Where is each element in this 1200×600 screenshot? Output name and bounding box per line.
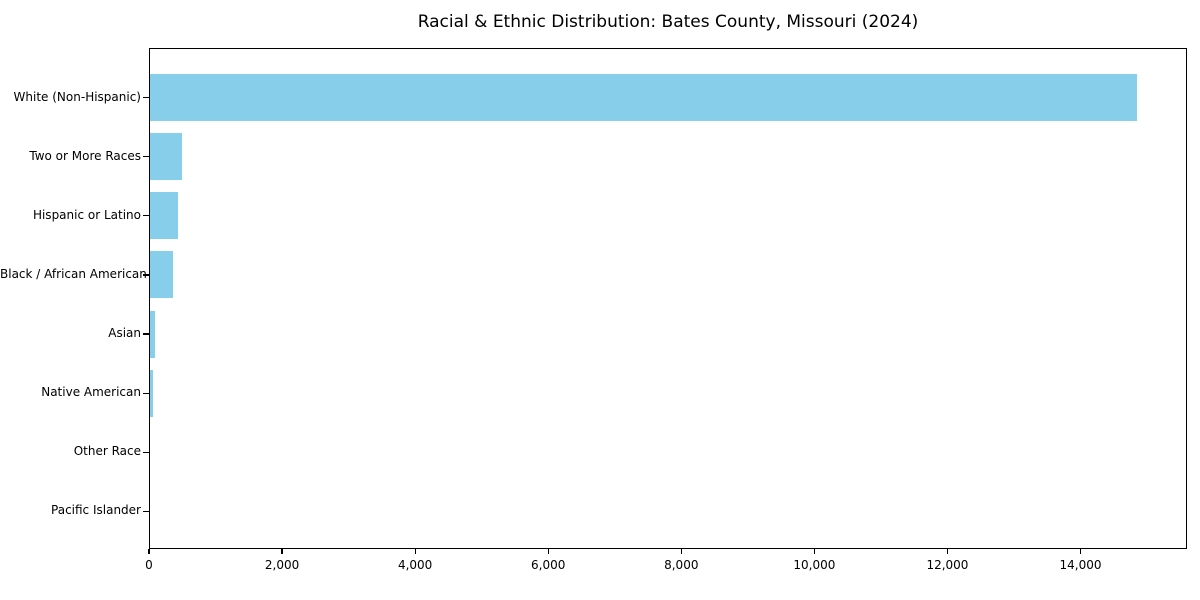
y-tick-mark [143,333,149,335]
plot-area [149,48,1187,549]
y-tick-label: Two or More Races [29,148,141,163]
x-tick-label: 12,000 [926,558,969,572]
bar-black-african-american [150,251,174,299]
x-tick-mark [414,549,416,554]
y-tick-label: Pacific Islander [51,503,141,518]
x-tick-label: 4,000 [397,558,433,572]
y-tick-mark [143,510,149,513]
x-tick-mark [813,549,815,554]
x-tick-mark [1079,549,1082,554]
bar-native-american [150,369,154,417]
x-tick-mark [547,549,549,554]
y-tick-mark [143,156,149,158]
x-tick-label: 8,000 [664,558,699,572]
bar-asian [150,310,155,358]
x-tick-mark [680,549,682,554]
y-tick-mark [143,274,149,276]
x-tick-label: 2,000 [264,558,300,572]
y-tick-mark [143,451,149,453]
bar-two-or-more-races [150,133,182,181]
y-tick-mark [143,96,149,99]
y-tick-label: Hispanic or Latino [32,207,141,222]
y-tick-label: Native American [41,385,141,400]
y-tick-mark [143,215,149,217]
y-tick-label: Black / African American [0,266,147,281]
x-tick-label: 0 [145,558,153,572]
chart-title: Racial & Ethnic Distribution: Bates Coun… [417,12,919,32]
x-tick-label: 10,000 [793,558,836,572]
x-tick-mark [281,549,283,554]
y-tick-label: Asian [108,326,141,341]
x-tick-label: 14,000 [1059,558,1102,572]
y-tick-label: Other Race [73,444,141,459]
x-tick-label: 6,000 [531,558,566,572]
bar-white-non-hispanic [150,74,1138,122]
bar-hispanic-or-latino [150,192,178,240]
x-tick-mark [148,549,150,554]
y-tick-mark [143,392,149,394]
x-tick-mark [946,549,949,554]
y-tick-label: White (Non-Hispanic) [13,89,141,104]
